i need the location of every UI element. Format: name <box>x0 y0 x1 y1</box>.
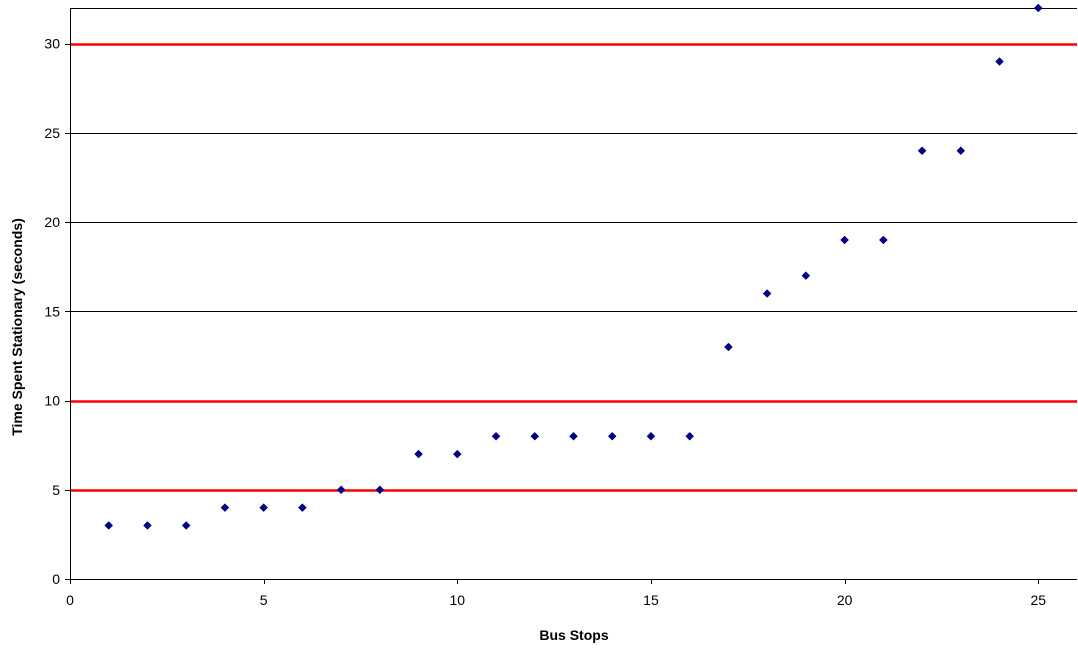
data-point <box>840 235 849 245</box>
y-axis-title: Time Spent Stationary (seconds) <box>9 218 25 436</box>
data-point <box>298 503 307 512</box>
data-point <box>762 289 772 298</box>
y-tick-label: 20 <box>44 214 60 230</box>
data-point <box>181 521 191 530</box>
data-point <box>375 485 385 495</box>
data-point <box>995 57 1004 66</box>
tick-labels: 0 5 10 15 20 25 30 0 5 10 15 20 25 <box>44 36 1046 608</box>
y-tick-label: 0 <box>52 571 60 587</box>
data-point <box>452 449 462 459</box>
gridlines <box>70 8 1077 312</box>
data-point <box>917 146 927 156</box>
data-point <box>143 521 152 530</box>
axes <box>65 8 1077 584</box>
data-point <box>801 271 811 281</box>
data-point <box>685 431 695 441</box>
data-point <box>104 521 114 530</box>
y-tick-label: 15 <box>44 303 60 319</box>
y-tick-label: 5 <box>52 482 60 498</box>
data-point <box>607 431 617 441</box>
y-tick-label: 25 <box>44 125 60 141</box>
x-tick-label: 20 <box>837 592 853 608</box>
data-point <box>724 342 733 352</box>
y-tick-label: 10 <box>44 393 60 409</box>
data-point <box>220 503 230 512</box>
x-tick-label: 15 <box>643 592 659 608</box>
data-point <box>336 485 346 495</box>
data-point <box>878 235 888 245</box>
x-tick-label: 10 <box>450 592 466 608</box>
x-tick-label: 0 <box>66 592 74 608</box>
data-point <box>491 431 501 441</box>
x-axis-title: Bus Stops <box>539 627 608 643</box>
x-tick-label: 5 <box>260 592 268 608</box>
data-point <box>956 146 966 156</box>
data-point <box>259 503 269 512</box>
data-point <box>646 431 656 441</box>
x-tick-label: 25 <box>1030 592 1046 608</box>
data-point <box>530 431 540 441</box>
data-point <box>414 449 423 459</box>
data-point <box>569 431 578 441</box>
y-tick-label: 30 <box>44 36 60 52</box>
reference-lines <box>70 43 1077 492</box>
data-points <box>104 3 1043 530</box>
data-point <box>1033 3 1043 13</box>
